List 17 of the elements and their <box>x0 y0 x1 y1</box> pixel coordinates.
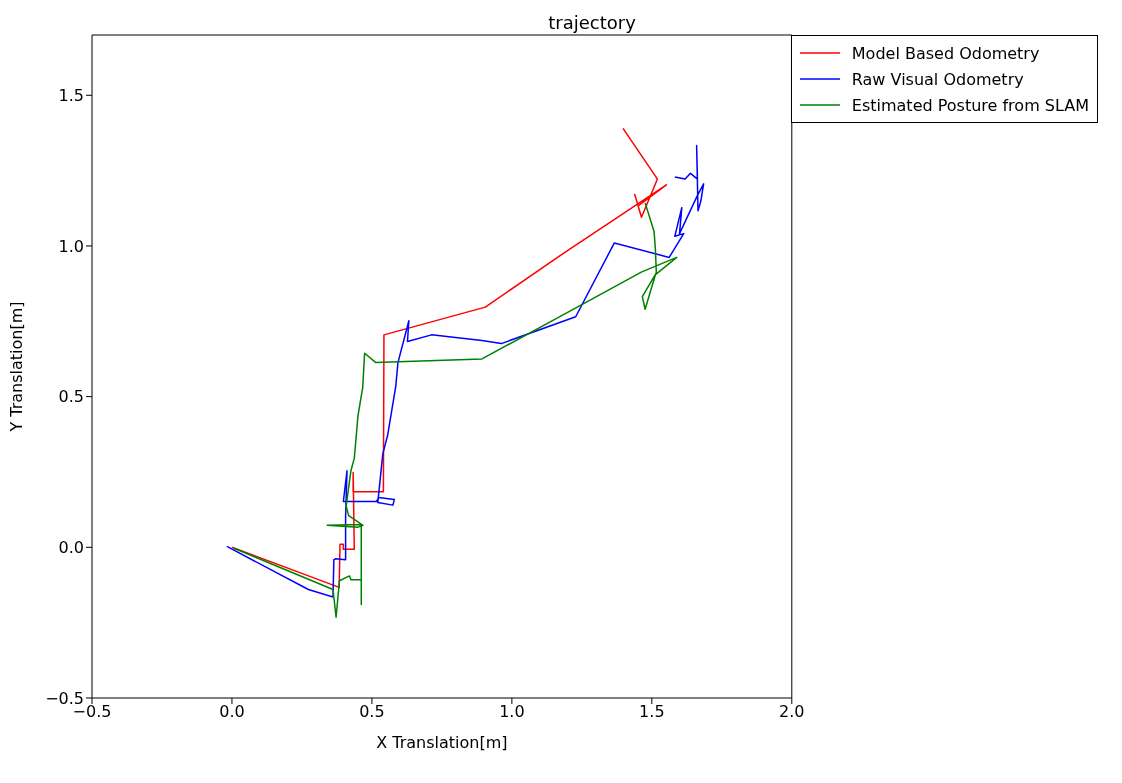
y-tick-label: 1.5 <box>58 85 84 105</box>
x-tick-label: 0.5 <box>359 702 385 722</box>
legend-label: Model Based Odometry <box>851 43 1040 63</box>
y-tick-label: −0.5 <box>45 688 84 708</box>
legend-label: Estimated Posture from SLAM <box>851 95 1089 115</box>
x-tick-label: 2.0 <box>779 702 805 722</box>
x-tick-label: 0.0 <box>219 702 245 722</box>
y-tick-label: 0.5 <box>58 387 84 407</box>
y-tick-label: 1.0 <box>58 236 84 256</box>
x-axis-title: X Translation[m] <box>376 733 508 752</box>
y-axis-title: Y Translation[m] <box>6 301 26 433</box>
x-tick-label: 1.5 <box>639 702 665 722</box>
line-series <box>233 202 678 618</box>
x-tick-label: 1.0 <box>499 702 525 722</box>
y-tick-label: 0.0 <box>58 538 84 557</box>
chart-title: trajectory <box>547 12 637 33</box>
legend-label: Raw Visual Odometry <box>851 69 1024 89</box>
